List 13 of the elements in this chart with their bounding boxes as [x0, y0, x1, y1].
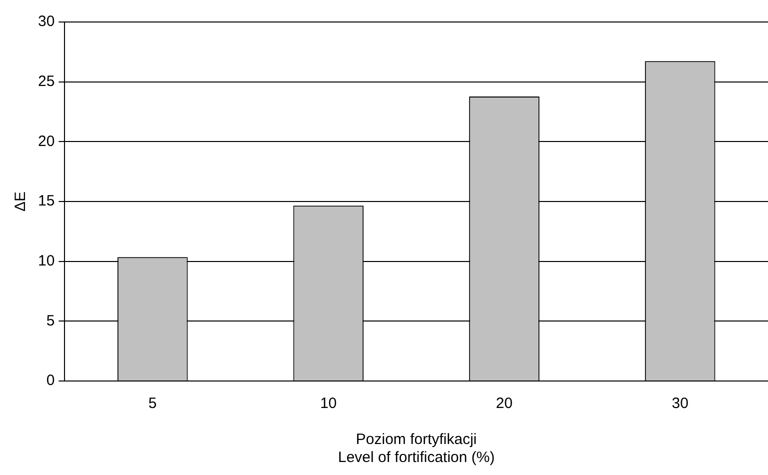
y-tick-label: 15	[38, 192, 55, 210]
y-tick-label: 20	[38, 132, 55, 150]
x-tick-label: 30	[672, 395, 688, 412]
y-tick-label: 10	[38, 252, 55, 270]
x-axis-title: Poziom fortyfikacji Level of fortification (%)	[338, 431, 495, 466]
x-tick-label: 10	[320, 395, 337, 412]
y-tick-label: 25	[38, 72, 55, 90]
x-tick-label: 20	[496, 395, 513, 412]
y-tick-label: 30	[38, 13, 55, 30]
y-tick-label: 5	[46, 312, 55, 330]
x-tick-label: 5	[148, 395, 157, 412]
y-axis-title: ΔE	[12, 191, 30, 212]
y-tick-label: 0	[46, 372, 55, 390]
